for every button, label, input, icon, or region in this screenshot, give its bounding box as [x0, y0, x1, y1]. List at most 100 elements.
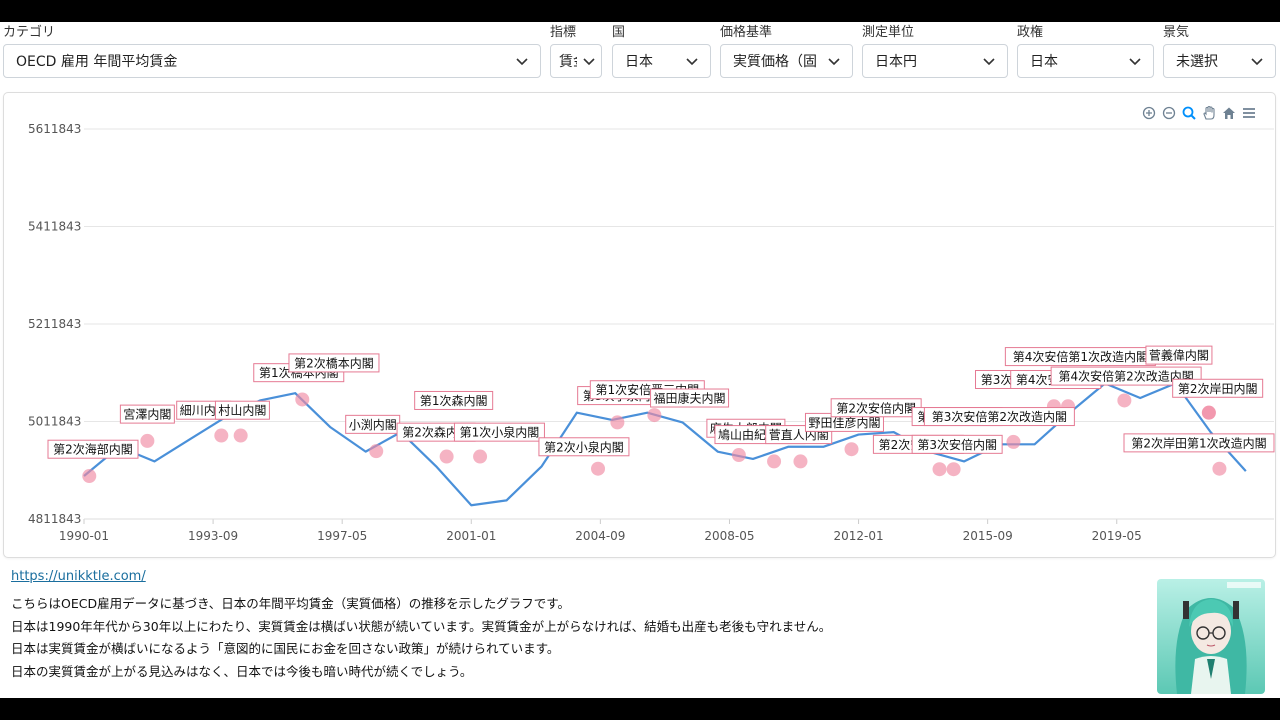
- filter-economy: 景気 未選択: [1163, 24, 1276, 78]
- filter-label: 指標: [550, 25, 577, 40]
- data-marker: [1117, 393, 1132, 408]
- chevron-down-icon: [686, 58, 698, 66]
- annotation-label: 小渕内閣: [345, 414, 401, 434]
- annotation-text: 第2次橋本内閣: [294, 356, 374, 370]
- filter-label: 政権: [1017, 25, 1044, 40]
- chevron-down-icon: [1129, 58, 1141, 66]
- filter-label: 測定単位: [862, 25, 915, 40]
- annotation-label: 福田康夫内閣: [650, 388, 730, 408]
- annotation-box: [288, 353, 380, 373]
- y-tick-label: 5011843: [28, 415, 81, 429]
- data-marker: [767, 454, 782, 469]
- x-tick-label: 2004-09: [575, 529, 625, 543]
- data-marker: [610, 415, 625, 430]
- annotation-label: 第1次森内閣: [414, 390, 494, 410]
- annotation-text: 第2次海部内閣: [53, 442, 133, 457]
- x-tick-label: 2001-01: [446, 529, 496, 543]
- annotation-label: 宮澤内閣: [119, 404, 175, 424]
- annotation-text: 第2次安倍内閣: [836, 400, 916, 415]
- filter-label: 価格基準: [720, 25, 773, 40]
- chevron-down-icon: [1251, 58, 1263, 66]
- data-marker: [1212, 461, 1227, 476]
- y-tick-label: 4811843: [28, 512, 81, 526]
- annotation-label: 第4次安倍第1次改造内閣: [1004, 347, 1156, 367]
- zoom-out-icon[interactable]: [1161, 105, 1177, 121]
- country-select[interactable]: 日本: [612, 44, 711, 78]
- annotation-box: [1172, 378, 1264, 398]
- unit-select[interactable]: 日本円: [862, 44, 1008, 78]
- x-tick-label: 1993-09: [188, 529, 238, 543]
- annotation-box: [1145, 345, 1213, 365]
- avatar-illustration: [1157, 579, 1265, 694]
- x-tick-label: 2012-01: [833, 529, 883, 543]
- annotation-label: 菅義偉内閣: [1145, 345, 1213, 365]
- data-marker: [1201, 405, 1216, 420]
- site-link[interactable]: https://unikktle.com/: [11, 569, 146, 584]
- annotation-box: [214, 400, 270, 420]
- select-value: 未選択: [1176, 54, 1218, 70]
- y-tick-label: 5611843: [28, 122, 81, 136]
- chart-toolbar: [1141, 105, 1257, 121]
- annotation-box: [119, 404, 175, 424]
- zoom-in-icon[interactable]: [1141, 105, 1157, 121]
- annotation-box: [453, 422, 545, 442]
- magnifier-icon[interactable]: [1181, 105, 1197, 121]
- data-marker: [369, 444, 384, 459]
- chevron-down-icon: [828, 58, 840, 66]
- chevron-down-icon: [516, 58, 528, 66]
- annotation-label: 第2次橋本内閣: [288, 353, 380, 373]
- chevron-down-icon: [583, 58, 595, 66]
- annotation-label: 第2次海部内閣: [47, 439, 139, 459]
- select-value: 実質価格（固: [733, 54, 817, 70]
- annotation-text: 第2次岸田第1次改造内閣: [1131, 436, 1266, 450]
- x-tick-label: 2008-05: [704, 529, 754, 543]
- chart-card: 5611843 5411843 5211843 5011843 4811843 1990-…: [3, 92, 1276, 558]
- data-marker: [295, 392, 310, 407]
- x-tick-label: 1997-05: [317, 529, 367, 543]
- annotation-text: 第1次小泉内閣: [460, 426, 540, 440]
- data-marker: [233, 428, 248, 443]
- data-marker: [140, 433, 155, 448]
- data-marker: [439, 449, 454, 464]
- annotation-text: 第4次安倍第2次改造内閣: [1058, 369, 1193, 384]
- annotation-box: [650, 388, 730, 408]
- annotation-text: 第2次森内閣: [402, 425, 470, 440]
- annotation-text: 第2次岸田内閣: [1178, 382, 1258, 396]
- annotation-box: [1123, 433, 1275, 453]
- filter-label: 景気: [1163, 25, 1190, 40]
- data-marker: [647, 408, 662, 423]
- annotation-text: 野田佳彦内閣: [808, 415, 880, 430]
- x-tick-label: 2019-05: [1092, 529, 1142, 543]
- pan-hand-icon[interactable]: [1201, 105, 1217, 121]
- annotation-text: 福田康夫内閣: [654, 391, 726, 406]
- filter-unit: 測定単位 日本円: [862, 24, 1008, 78]
- select-value: 日本円: [875, 54, 917, 70]
- data-marker: [731, 448, 746, 463]
- data-marker: [473, 449, 488, 464]
- annotation-box: [911, 434, 1003, 454]
- home-icon[interactable]: [1221, 105, 1237, 121]
- annotation-text: 小渕内閣: [349, 418, 397, 432]
- annotation-label: 野田佳彦内閣: [804, 412, 884, 432]
- filter-indicator: 指標 賃金: [550, 24, 602, 78]
- annotation-box: [923, 407, 1075, 427]
- series-line: [83, 382, 1247, 507]
- filter-category: カテゴリ OECD 雇用 年間平均賃金: [3, 24, 541, 78]
- y-tick-label: 5211843: [28, 317, 81, 331]
- data-marker: [932, 462, 947, 477]
- annotation-label: 第2次安倍内閣: [830, 398, 922, 418]
- annotation-text: 第4次安倍第1次改造内閣: [1013, 349, 1148, 364]
- menu-icon[interactable]: [1241, 105, 1257, 121]
- administration-select[interactable]: 日本: [1017, 44, 1154, 78]
- indicator-select[interactable]: 賃金: [550, 44, 602, 78]
- economy-select[interactable]: 未選択: [1163, 44, 1276, 78]
- select-value: OECD 雇用 年間平均賃金: [16, 54, 178, 70]
- annotation-box: [1050, 366, 1202, 386]
- category-select[interactable]: OECD 雇用 年間平均賃金: [3, 44, 541, 78]
- description-line: こちらはOECD雇用データに基づき、日本の年間平均賃金（実質価格）の推移を示した…: [11, 596, 570, 611]
- annotation-text: 宮澤内閣: [123, 407, 171, 422]
- filter-country: 国 日本: [612, 24, 711, 78]
- price-basis-select[interactable]: 実質価格（固: [720, 44, 853, 78]
- description-line: 日本は1990年年代から30年以上にわたり、実質賃金は横ばい状態が続いています。…: [11, 618, 832, 634]
- filter-label: 国: [612, 25, 626, 40]
